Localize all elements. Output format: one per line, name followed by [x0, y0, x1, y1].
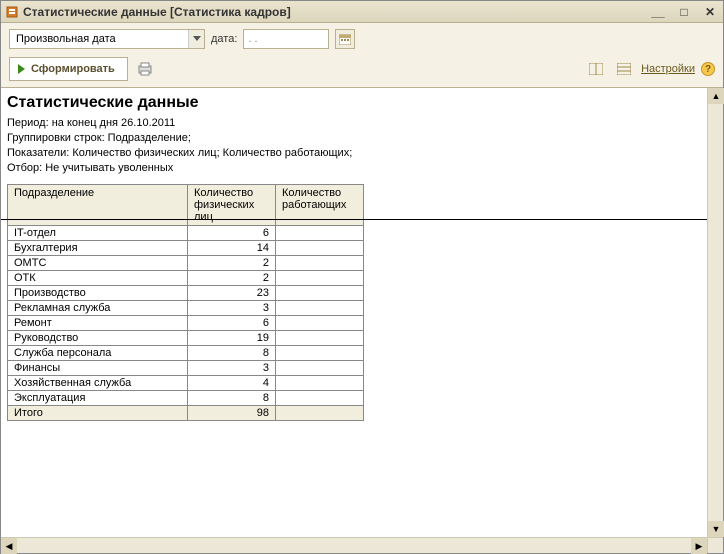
- cell-dept: Рекламная служба: [8, 301, 188, 316]
- report-viewport: Статистические данные Период: на конец д…: [1, 88, 707, 537]
- cell-phys: 19: [188, 331, 276, 346]
- cell-work: [276, 301, 364, 316]
- cell-work: [276, 271, 364, 286]
- date-mode-select[interactable]: Произвольная дата: [9, 29, 205, 49]
- settings-icon[interactable]: [613, 58, 635, 80]
- scroll-left-icon[interactable]: ◀: [1, 538, 17, 554]
- cell-phys: 8: [188, 391, 276, 406]
- table-row: Хозяйственная служба4: [8, 376, 364, 391]
- scroll-right-icon[interactable]: ▶: [691, 538, 707, 554]
- cell-phys: 6: [188, 226, 276, 241]
- scroll-up-icon[interactable]: ▲: [708, 88, 724, 104]
- cell-dept: ОМТС: [8, 256, 188, 271]
- date-label: дата:: [211, 33, 237, 45]
- cell-dept: Финансы: [8, 361, 188, 376]
- cell-phys: 3: [188, 301, 276, 316]
- cell-work: [276, 226, 364, 241]
- cell-work: [276, 286, 364, 301]
- cell-work: [276, 316, 364, 331]
- report-meta-3: Отбор: Не учитывать уволенных: [7, 161, 701, 176]
- cell-dept: Служба персонала: [8, 346, 188, 361]
- cell-dept: Руководство: [8, 331, 188, 346]
- cell-work: [276, 331, 364, 346]
- generate-button-label: Сформировать: [31, 63, 115, 75]
- table-row: Служба персонала8: [8, 346, 364, 361]
- cell-phys: 2: [188, 271, 276, 286]
- scroll-corner: [707, 537, 723, 553]
- table-row: Бухгалтерия14: [8, 241, 364, 256]
- total-label: Итого: [8, 406, 188, 421]
- cell-dept: ОТК: [8, 271, 188, 286]
- window-controls: __ □ ✕: [649, 4, 719, 20]
- cell-dept: Эксплуатация: [8, 391, 188, 406]
- cell-phys: 6: [188, 316, 276, 331]
- report: Статистические данные Период: на конец д…: [1, 88, 707, 425]
- close-button[interactable]: ✕: [701, 4, 719, 20]
- cell-phys: 8: [188, 346, 276, 361]
- print-button[interactable]: [134, 58, 156, 80]
- generate-button[interactable]: Сформировать: [9, 57, 128, 81]
- toolbar-row-1: Произвольная дата дата: . .: [1, 23, 723, 55]
- total-phys: 98: [188, 406, 276, 421]
- cell-work: [276, 391, 364, 406]
- table-row: Эксплуатация8: [8, 391, 364, 406]
- table-row: Производство23: [8, 286, 364, 301]
- cell-dept: Бухгалтерия: [8, 241, 188, 256]
- cell-dept: Хозяйственная служба: [8, 376, 188, 391]
- vertical-scrollbar[interactable]: ▲ ▼: [707, 88, 723, 537]
- table-row: Финансы3: [8, 361, 364, 376]
- toolbar-row-2: Сформировать Настройки ?: [1, 55, 723, 87]
- cell-dept: Ремонт: [8, 316, 188, 331]
- help-button[interactable]: ?: [701, 62, 715, 76]
- scroll-down-icon[interactable]: ▼: [708, 521, 724, 537]
- cell-phys: 3: [188, 361, 276, 376]
- cell-phys: 23: [188, 286, 276, 301]
- titlebar: Статистические данные [Статистика кадров…: [1, 1, 723, 23]
- horizontal-scrollbar[interactable]: ◀ ▶: [1, 537, 707, 553]
- total-work: [276, 406, 364, 421]
- cell-dept: IT-отдел: [8, 226, 188, 241]
- date-value: . .: [248, 33, 257, 45]
- window-title: Статистические данные [Статистика кадров…: [23, 5, 649, 19]
- report-meta-2: Показатели: Количество физических лиц; К…: [7, 146, 701, 161]
- cell-phys: 4: [188, 376, 276, 391]
- table-row: IT-отдел6: [8, 226, 364, 241]
- scroll-track-h[interactable]: [17, 538, 691, 553]
- cell-work: [276, 346, 364, 361]
- cell-work: [276, 361, 364, 376]
- report-title: Статистические данные: [7, 94, 701, 112]
- cell-dept: Производство: [8, 286, 188, 301]
- date-mode-value: Произвольная дата: [10, 33, 188, 45]
- table-row: Рекламная служба3: [8, 301, 364, 316]
- table-row: Руководство19: [8, 331, 364, 346]
- table-row: ОМТС2: [8, 256, 364, 271]
- divider-line: [1, 219, 707, 220]
- cell-phys: 14: [188, 241, 276, 256]
- table-row: Ремонт6: [8, 316, 364, 331]
- scroll-track[interactable]: [708, 104, 723, 521]
- right-tools: Настройки ?: [585, 58, 715, 80]
- content-area: Статистические данные Период: на конец д…: [1, 87, 723, 537]
- app-icon: [5, 5, 19, 19]
- settings-link[interactable]: Настройки: [641, 63, 695, 75]
- minimize-button[interactable]: __: [649, 4, 667, 20]
- maximize-button[interactable]: □: [675, 4, 693, 20]
- play-icon: [18, 64, 25, 74]
- cell-work: [276, 256, 364, 271]
- report-meta-1: Группировки строк: Подразделение;: [7, 131, 701, 146]
- calendar-button[interactable]: [335, 29, 355, 49]
- window: Статистические данные [Статистика кадров…: [0, 0, 724, 554]
- chevron-down-icon[interactable]: [188, 30, 204, 48]
- table-row: ОТК2: [8, 271, 364, 286]
- cell-work: [276, 376, 364, 391]
- date-input[interactable]: . .: [243, 29, 329, 49]
- cell-work: [276, 241, 364, 256]
- cell-phys: 2: [188, 256, 276, 271]
- report-meta-0: Период: на конец дня 26.10.2011: [7, 116, 701, 131]
- panel-icon[interactable]: [585, 58, 607, 80]
